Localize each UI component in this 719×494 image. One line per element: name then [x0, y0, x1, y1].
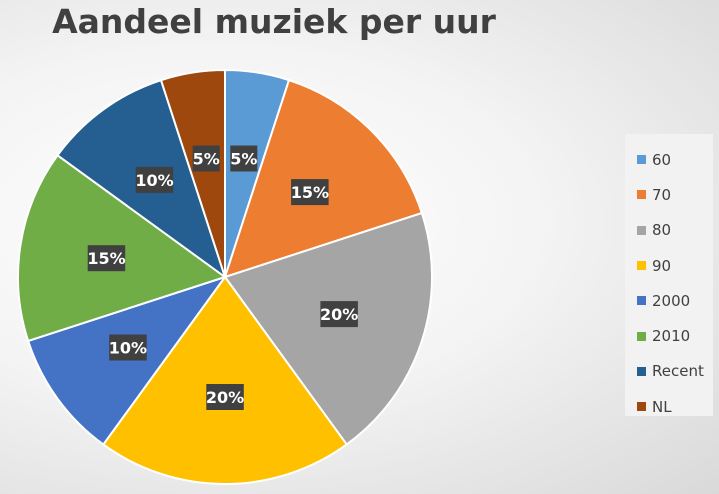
- legend-item-2010: 2010: [625, 318, 713, 353]
- legend-label: 60: [652, 150, 672, 169]
- legend-swatch: [637, 331, 646, 341]
- data-label-recent: 10%: [135, 166, 174, 193]
- legend-swatch: [637, 296, 646, 306]
- pie-slice-80: [223, 211, 433, 446]
- legend-swatch: [637, 225, 646, 235]
- svg-text:20%: 20%: [320, 305, 358, 324]
- data-labels: 5% 15% 20% 20% 10% 15% 10% 5%: [87, 145, 358, 410]
- data-label-80: 20%: [320, 301, 358, 328]
- legend-swatch: [637, 155, 646, 165]
- pie-slice-nl: [159, 68, 226, 278]
- legend-item-70: 70: [625, 177, 713, 212]
- svg-text:5%: 5%: [193, 150, 220, 169]
- legend-item-60: 60: [625, 142, 713, 177]
- legend-label: NL: [652, 397, 672, 416]
- pie-slice-90: [101, 275, 349, 486]
- pie-slices: [17, 68, 433, 486]
- legend-swatch: [637, 190, 646, 200]
- data-label-2010: 15%: [87, 245, 126, 272]
- data-label-2000: 10%: [109, 334, 147, 361]
- svg-text:20%: 20%: [206, 388, 244, 407]
- legend-label: Recent: [652, 362, 704, 381]
- legend-item-nl: NL: [625, 389, 713, 424]
- legend-label: 2010: [652, 327, 691, 346]
- chart-title: Aandeel muziek per uur: [52, 2, 496, 41]
- legend-item-recent: Recent: [625, 354, 713, 389]
- legend-swatch: [637, 366, 646, 376]
- legend-item-80: 80: [625, 213, 713, 248]
- svg-text:15%: 15%: [291, 183, 329, 202]
- svg-text:10%: 10%: [109, 339, 147, 358]
- pie-slice-70: [223, 78, 424, 279]
- legend-item-2000: 2000: [625, 283, 713, 318]
- legend-label: 2000: [652, 291, 691, 310]
- legend-swatch: [637, 261, 646, 271]
- legend-swatch: [637, 402, 646, 412]
- data-label-70: 15%: [291, 179, 329, 206]
- svg-text:5%: 5%: [230, 150, 257, 169]
- data-label-nl: 5%: [193, 145, 220, 172]
- data-label-90: 20%: [206, 384, 244, 410]
- legend-label: 70: [652, 185, 672, 204]
- svg-text:10%: 10%: [135, 171, 173, 190]
- legend-label: 90: [652, 256, 672, 275]
- pie-slice-2000: [26, 275, 228, 446]
- legend: 60 70 80 90 2000 2010 Recent NL: [625, 134, 713, 416]
- legend-label: 80: [652, 221, 672, 240]
- legend-item-90: 90: [625, 248, 713, 283]
- data-label-60: 5%: [230, 145, 257, 172]
- svg-text:15%: 15%: [87, 249, 125, 268]
